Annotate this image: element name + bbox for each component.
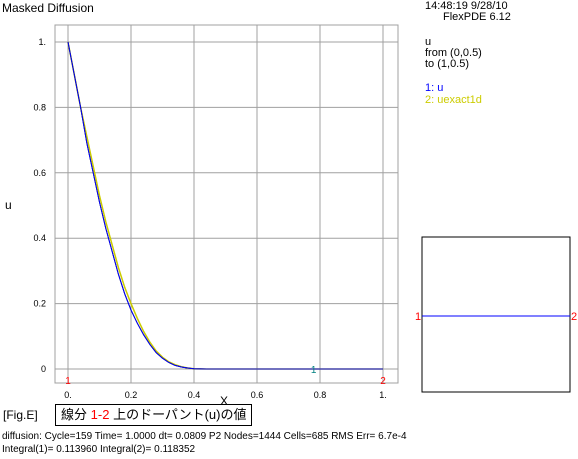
series-uexact1d-line (67, 41, 383, 370)
endpoint-label-end: 2 (380, 376, 386, 387)
x-tick-label: 0.6 (251, 390, 264, 400)
series-marker-label: 1 (311, 365, 317, 376)
y-tick-label: 0.2 (33, 299, 46, 309)
y-tick-label: 0.6 (33, 168, 46, 178)
inset-label-right: 2 (571, 311, 577, 323)
x-tick-label: 0.4 (188, 390, 201, 400)
x-tick-label: 0.2 (125, 390, 138, 400)
endpoint-label-start: 1 (65, 376, 71, 387)
figure-caption: 線分 1-2 上のドーパント(u)の値 (55, 404, 253, 426)
caption-range: 1-2 (90, 407, 110, 422)
inset-label-left: 1 (415, 311, 421, 323)
legend-series-uexact: 2: uexact1d (425, 94, 482, 106)
chart-grid (55, 25, 398, 383)
timestamp: 14:48:19 9/28/10 (425, 0, 508, 12)
series-u-shadow-line (67, 41, 383, 370)
legend-variable: u (425, 36, 432, 48)
x-tick-label: 0. (64, 390, 72, 400)
domain-inset: 1 2 (415, 236, 577, 393)
caption-suffix: 上のドーパント(u)の値 (113, 407, 247, 422)
y-tick-label: 1. (38, 37, 46, 47)
series-u-line (67, 41, 383, 370)
chart-labels: 0. 0.2 0.4 0.6 0.8 1. 0 0.2 0.4 0.6 0.8 1. 1 2 1 (33, 37, 386, 400)
x-tick-label: 0.8 (314, 390, 327, 400)
run-summary: diffusion: Cycle=159 Time= 1.0000 dt= 0.… (2, 431, 407, 442)
plot-title: Masked Diffusion (2, 1, 94, 15)
chart-series (67, 41, 383, 370)
line-chart: 0. 0.2 0.4 0.6 0.8 1. 0 0.2 0.4 0.6 0.8 1. 1 2 1 (33, 24, 399, 400)
figure-tag: [Fig.E] (3, 408, 38, 422)
y-tick-label: 0.8 (33, 102, 46, 112)
x-tick-label: 1. (379, 390, 387, 400)
legend-to: to (1,0.5) (425, 58, 470, 70)
x-axis-label: X (220, 394, 229, 408)
legend-series-u: 1: u (425, 82, 444, 94)
caption-prefix: 線分 (61, 407, 88, 422)
y-tick-label: 0.4 (33, 233, 46, 243)
version-label: FlexPDE 6.12 (443, 11, 511, 23)
plot-frame (54, 24, 399, 384)
domain-boundary (421, 236, 571, 393)
chart-axes (54, 24, 399, 384)
y-tick-label: 0 (41, 364, 46, 374)
integral-summary: Integral(1)= 0.113960 Integral(2)= 0.118… (2, 444, 196, 455)
y-axis-label: u (5, 198, 12, 212)
legend-from: from (0,0.5) (425, 47, 482, 59)
